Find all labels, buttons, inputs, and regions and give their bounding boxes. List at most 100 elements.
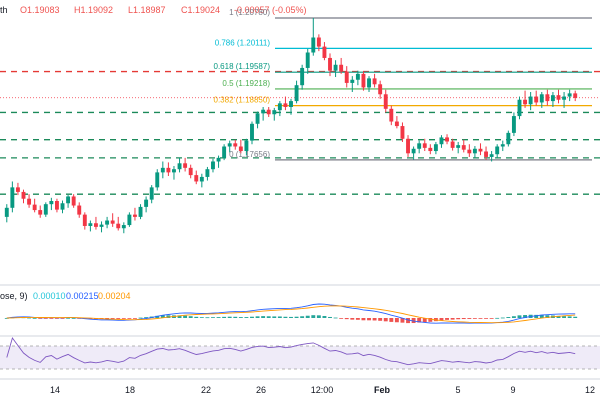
- candle-body[interactable]: [573, 93, 578, 98]
- candle-body[interactable]: [38, 210, 43, 215]
- candle-body[interactable]: [27, 198, 32, 205]
- candle-body[interactable]: [311, 37, 316, 53]
- candle-body[interactable]: [394, 121, 399, 127]
- candle-body[interactable]: [567, 93, 572, 97]
- candle-body[interactable]: [54, 200, 59, 210]
- candle-body[interactable]: [238, 146, 243, 152]
- candle-body[interactable]: [417, 143, 422, 149]
- candle-body[interactable]: [439, 137, 444, 145]
- candle-body[interactable]: [49, 200, 54, 205]
- macd-pane[interactable]: [4, 303, 578, 324]
- candle-body[interactable]: [539, 94, 544, 103]
- candle-body[interactable]: [127, 214, 132, 226]
- candle-body[interactable]: [149, 187, 154, 200]
- candle-body[interactable]: [433, 144, 438, 152]
- candle-body[interactable]: [21, 191, 26, 199]
- candle-body[interactable]: [211, 161, 215, 170]
- candle-body[interactable]: [456, 145, 461, 148]
- candle-body[interactable]: [188, 167, 193, 176]
- candle-body[interactable]: [355, 73, 360, 80]
- candle-body[interactable]: [411, 148, 416, 154]
- candle-body[interactable]: [66, 196, 71, 204]
- candle-body[interactable]: [227, 143, 232, 147]
- candle-body[interactable]: [511, 116, 516, 133]
- candle-body[interactable]: [294, 85, 299, 102]
- candle-body[interactable]: [289, 101, 293, 107]
- candle-body[interactable]: [177, 163, 182, 170]
- candle-body[interactable]: [378, 84, 383, 95]
- candle-body[interactable]: [467, 149, 472, 154]
- candle-body[interactable]: [305, 52, 310, 68]
- candle-body[interactable]: [489, 154, 494, 157]
- candle-body[interactable]: [160, 167, 165, 173]
- candle-body[interactable]: [32, 204, 37, 211]
- candle-body[interactable]: [172, 169, 176, 173]
- candle-body[interactable]: [283, 103, 288, 107]
- candle-body[interactable]: [266, 109, 271, 115]
- candle-body[interactable]: [500, 144, 505, 147]
- candle-body[interactable]: [400, 126, 405, 139]
- candle-body[interactable]: [121, 225, 126, 229]
- candle-body[interactable]: [461, 145, 466, 150]
- candle-body[interactable]: [445, 137, 449, 142]
- candle-body[interactable]: [133, 214, 137, 217]
- candle-body[interactable]: [194, 175, 199, 182]
- candle-body[interactable]: [77, 205, 82, 215]
- candle-body[interactable]: [550, 95, 555, 102]
- candle-body[interactable]: [166, 167, 171, 173]
- candle-body[interactable]: [10, 187, 15, 208]
- candle-body[interactable]: [484, 151, 488, 157]
- candle-body[interactable]: [94, 223, 98, 227]
- candle-body[interactable]: [361, 73, 366, 88]
- candle-body[interactable]: [199, 176, 204, 182]
- candle-body[interactable]: [15, 187, 20, 192]
- candle-body[interactable]: [523, 99, 528, 105]
- price-pane[interactable]: 1 (1.20780) 0.786 (1.20111) 0.618 (1.19587…: [0, 8, 600, 234]
- candle-body[interactable]: [333, 64, 338, 71]
- candle-body[interactable]: [534, 96, 539, 103]
- candle-body[interactable]: [350, 79, 355, 83]
- candle-body[interactable]: [300, 67, 305, 86]
- candle-body[interactable]: [233, 143, 238, 147]
- candle-body[interactable]: [261, 109, 266, 114]
- candle-body[interactable]: [222, 146, 227, 158]
- candle-body[interactable]: [105, 220, 110, 225]
- candle-body[interactable]: [406, 138, 410, 154]
- candle-body[interactable]: [250, 123, 254, 141]
- candle-body[interactable]: [216, 157, 221, 162]
- candle-body[interactable]: [183, 163, 188, 168]
- candle-body[interactable]: [367, 78, 371, 88]
- candle-body[interactable]: [506, 132, 511, 145]
- candle-body[interactable]: [155, 172, 160, 188]
- candle-body[interactable]: [322, 46, 327, 58]
- candle-body[interactable]: [272, 110, 277, 115]
- time-axis[interactable]: 14 18 22 26 12:00 Feb 5 9 12: [0, 378, 600, 395]
- candle-body[interactable]: [372, 78, 377, 85]
- candle-body[interactable]: [138, 206, 143, 217]
- candle-body[interactable]: [422, 143, 427, 148]
- candle-body[interactable]: [244, 140, 249, 152]
- candle-body[interactable]: [383, 94, 388, 109]
- candle-body[interactable]: [116, 223, 121, 229]
- candle-body[interactable]: [71, 196, 76, 206]
- candle-body[interactable]: [428, 147, 433, 152]
- candle-body[interactable]: [450, 141, 455, 148]
- candle-body[interactable]: [99, 224, 104, 227]
- candle-body[interactable]: [4, 207, 9, 217]
- candle-body[interactable]: [277, 103, 282, 111]
- candle-body[interactable]: [43, 204, 48, 215]
- candle-body[interactable]: [528, 96, 533, 105]
- candle-body[interactable]: [556, 95, 561, 100]
- rsi-pane[interactable]: [0, 336, 600, 370]
- candle-body[interactable]: [339, 64, 344, 72]
- candle-body[interactable]: [328, 57, 332, 71]
- candle-body[interactable]: [144, 199, 149, 207]
- candle-body[interactable]: [472, 148, 477, 154]
- candle-body[interactable]: [545, 94, 550, 102]
- candle-body[interactable]: [344, 71, 349, 83]
- candle-body[interactable]: [110, 220, 115, 224]
- candle-body[interactable]: [478, 148, 483, 152]
- candle-body[interactable]: [389, 108, 394, 122]
- candle-body[interactable]: [88, 223, 93, 226]
